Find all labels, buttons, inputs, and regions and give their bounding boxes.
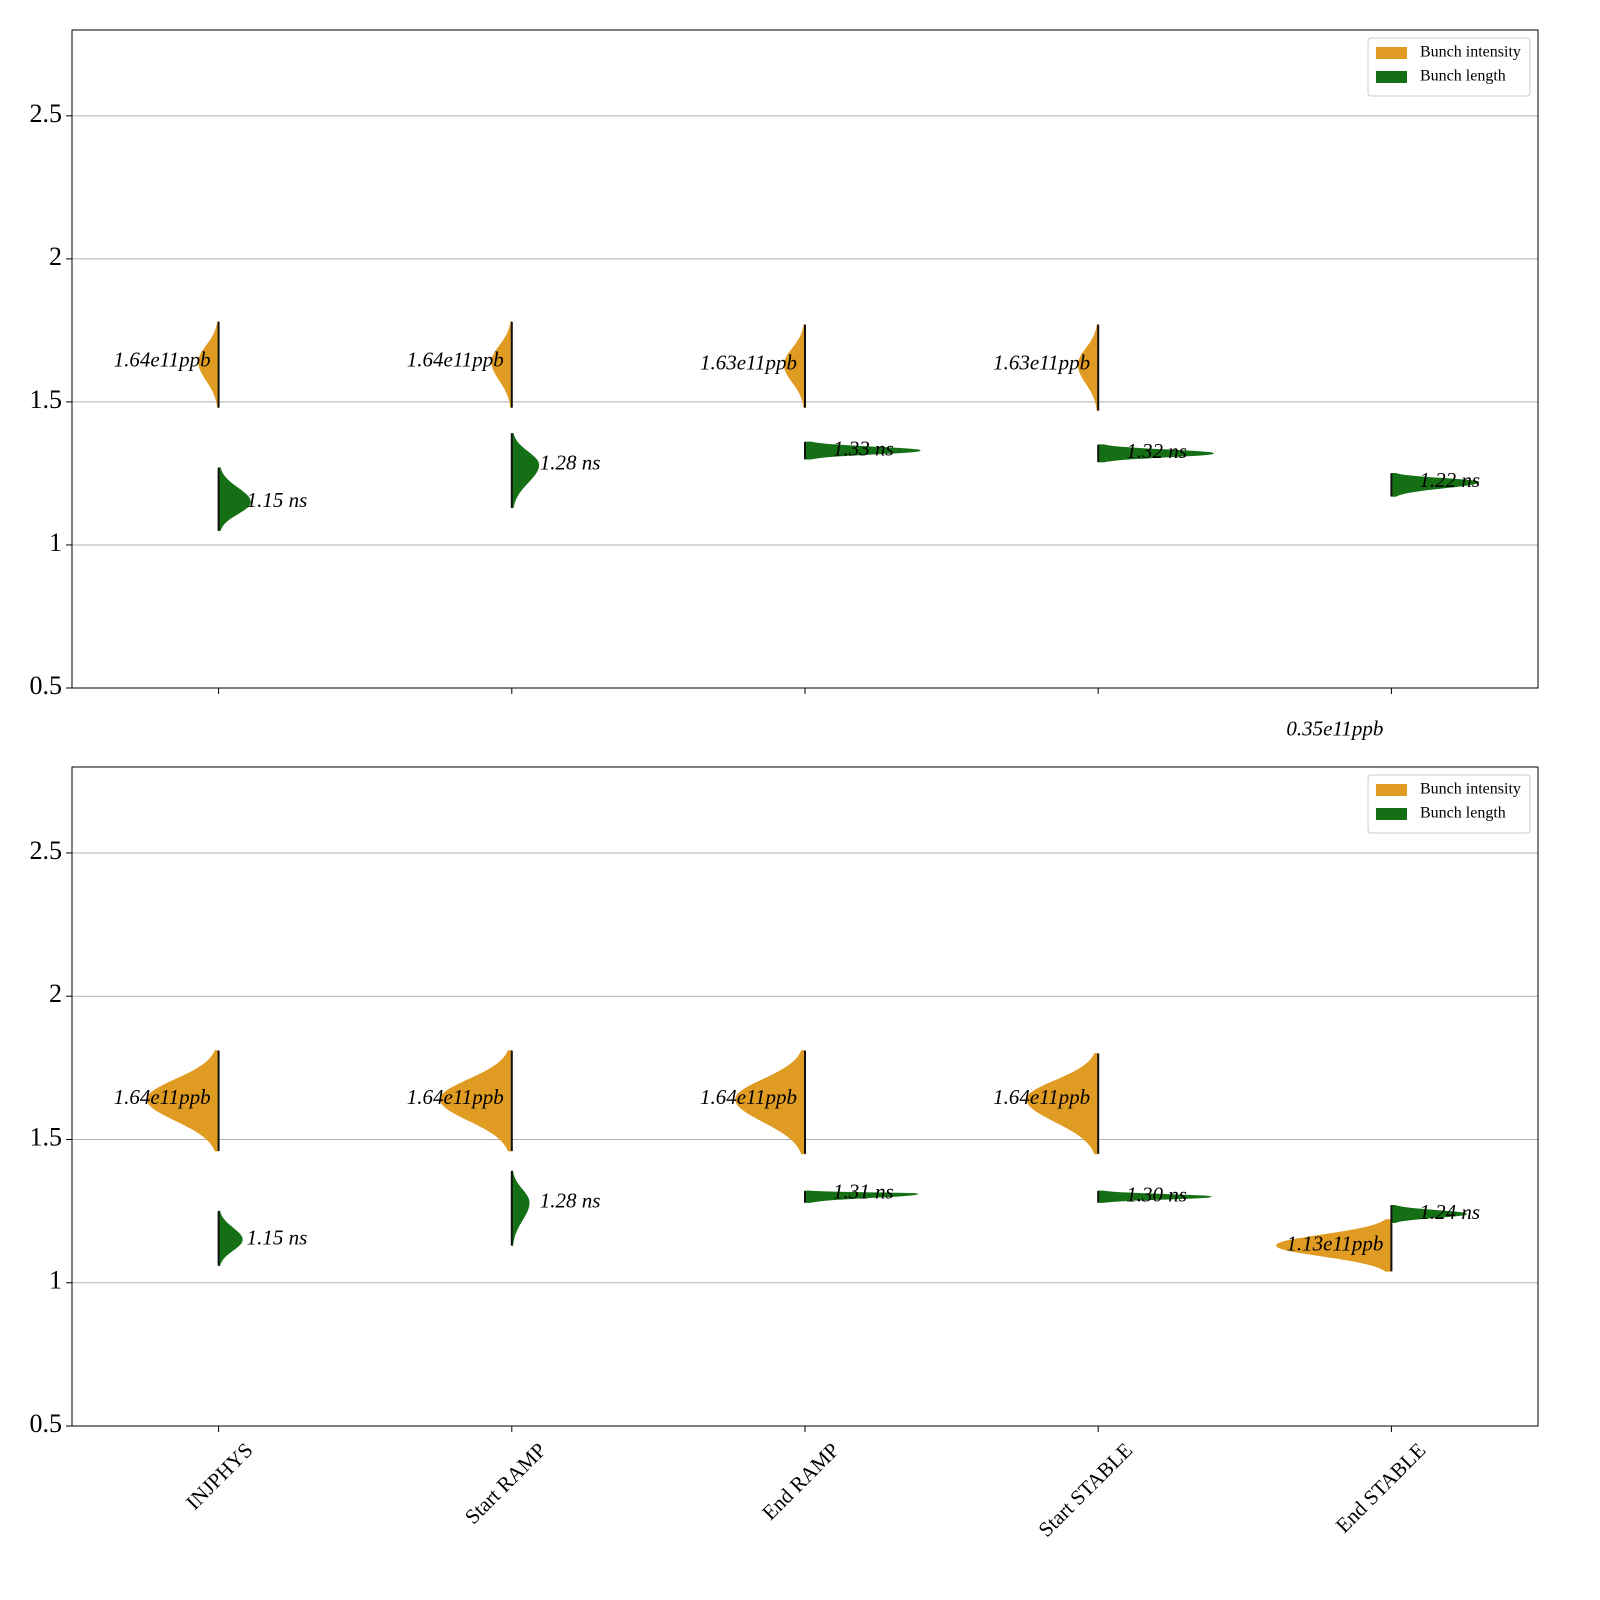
value-label: 1.33 ns — [833, 436, 894, 460]
axes-frame — [71, 766, 1539, 1427]
legend-label: Bunch intensity — [1420, 44, 1521, 61]
value-label: 1.64e11ppb — [700, 1085, 797, 1109]
value-label: 1.31 ns — [833, 1180, 894, 1204]
y-tick-label: 1.5 — [30, 385, 63, 414]
legend: Bunch intensity Bunch length — [1367, 37, 1531, 97]
panel: 0.5 1 1.5 2 2.5 1.64e11ppb 1.64e11ppb 1.63e11pp… — [30, 29, 1539, 741]
violin — [491, 321, 513, 409]
violin — [218, 1210, 243, 1266]
violin — [1077, 324, 1099, 411]
plot-area — [146, 1050, 1467, 1272]
violin — [1391, 1204, 1467, 1223]
value-label: 1.13e11ppb — [1286, 1231, 1383, 1255]
axes-frame — [71, 29, 1539, 689]
violin — [783, 324, 806, 409]
violin — [146, 1050, 219, 1152]
value-label: 1.22 ns — [1419, 468, 1480, 492]
value-label: 1.63e11ppb — [700, 351, 797, 375]
y-tick-label: 0.5 — [30, 671, 63, 700]
value-label: 1.64e11ppb — [407, 1085, 504, 1109]
violin — [1097, 1190, 1212, 1203]
violin — [511, 432, 540, 509]
legend-label: Bunch intensity — [1420, 781, 1521, 798]
legend-frame — [1367, 774, 1531, 834]
violin — [804, 1190, 919, 1203]
violin — [1026, 1053, 1099, 1155]
violin — [804, 441, 921, 460]
violin — [440, 1050, 513, 1152]
y-tick-label: 2 — [49, 242, 62, 271]
y-tick-label: 2.5 — [30, 99, 63, 128]
legend-swatch — [1376, 808, 1407, 820]
legend-swatch — [1376, 71, 1407, 83]
value-label: 1.64e11ppb — [114, 348, 211, 372]
violin — [511, 1170, 530, 1246]
legend: Bunch intensity Bunch length — [1367, 774, 1531, 834]
value-label: 1.24 ns — [1419, 1200, 1480, 1224]
value-label: 1.32 ns — [1126, 439, 1187, 463]
violin — [198, 321, 219, 409]
violin — [218, 467, 251, 532]
y-tick-label: 1 — [49, 1266, 62, 1295]
value-label: 1.28 ns — [540, 1188, 601, 1212]
y-tick-label: 2 — [49, 979, 62, 1008]
value-label: 1.64e11ppb — [114, 1085, 211, 1109]
violin — [1275, 1219, 1392, 1272]
y-tick-label: 2.5 — [30, 836, 63, 865]
value-label: 1.30 ns — [1126, 1183, 1187, 1207]
value-label: 1.64e11ppb — [993, 1085, 1090, 1109]
value-label: 1.28 ns — [540, 451, 601, 475]
legend-frame — [1367, 37, 1531, 97]
value-label: 1.64e11ppb — [407, 348, 504, 372]
violin — [1391, 473, 1480, 497]
value-label: 1.15 ns — [247, 1226, 308, 1250]
violin — [735, 1050, 806, 1155]
violin — [1097, 444, 1214, 463]
value-label: 0.35e11ppb — [1286, 717, 1383, 741]
value-label: 1.63e11ppb — [993, 351, 1090, 375]
value-label: 1.15 ns — [247, 488, 308, 512]
legend-swatch — [1376, 784, 1407, 796]
plot-area — [198, 321, 1480, 688]
legend-label: Bunch length — [1420, 805, 1506, 822]
legend-label: Bunch length — [1420, 68, 1506, 85]
y-tick-label: 1 — [49, 528, 62, 557]
y-tick-label: 0.5 — [30, 1409, 63, 1438]
y-tick-label: 1.5 — [30, 1122, 63, 1151]
legend-swatch — [1376, 47, 1407, 59]
